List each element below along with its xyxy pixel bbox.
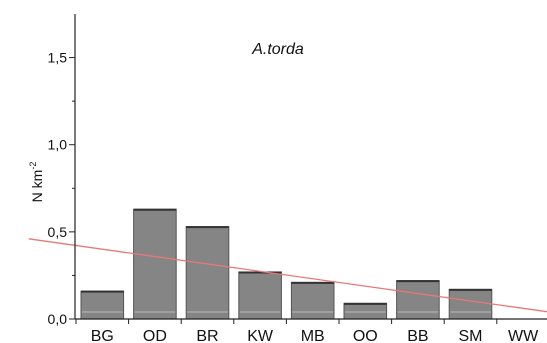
- x-category-label: OD: [143, 328, 167, 343]
- y-tick-label: 0,5: [48, 224, 68, 240]
- bar-oo: [343, 302, 388, 320]
- trend-line: [28, 238, 547, 313]
- x-category-label: BR: [196, 328, 218, 343]
- bar-mb: [290, 281, 335, 320]
- bar-sm-body: [448, 288, 493, 320]
- bar-bb-body: [396, 280, 440, 320]
- bar-oo-body: [343, 302, 388, 320]
- bar-od: [133, 208, 177, 320]
- bar-br: [185, 226, 230, 320]
- y-tick-label: 1,0: [48, 137, 68, 153]
- bar-br-body: [185, 226, 230, 320]
- x-category-label: KW: [247, 328, 274, 343]
- y-tick-label: 0,0: [48, 311, 68, 327]
- bar-bb: [396, 280, 440, 320]
- bar-sm: [448, 288, 493, 320]
- x-category-label: MB: [301, 328, 325, 343]
- y-axis-title-superscript: -2: [28, 162, 38, 170]
- y-axis-title: N km-2: [28, 162, 45, 203]
- y-ticks-group: 0,0 0,5 1,0 1,5: [48, 50, 75, 327]
- x-category-label: SM: [459, 328, 483, 343]
- x-ticks-group: BG OD BR KW MB OO BB SM WW: [75, 319, 539, 343]
- y-axis-title-text: N km: [29, 170, 45, 203]
- x-category-label: BB: [407, 328, 428, 343]
- bar-kw: [238, 271, 282, 320]
- chart-title: A.torda: [251, 41, 304, 58]
- y-tick-label: 1,5: [48, 50, 68, 66]
- x-category-label: BG: [91, 328, 114, 343]
- x-category-label: OO: [353, 328, 378, 343]
- bar-bg: [80, 290, 125, 320]
- bar-od-body: [133, 208, 177, 320]
- bars-group: [80, 208, 493, 320]
- bar-bg-body: [80, 290, 125, 320]
- bar-mb-body: [290, 281, 335, 320]
- x-category-label: WW: [508, 328, 539, 343]
